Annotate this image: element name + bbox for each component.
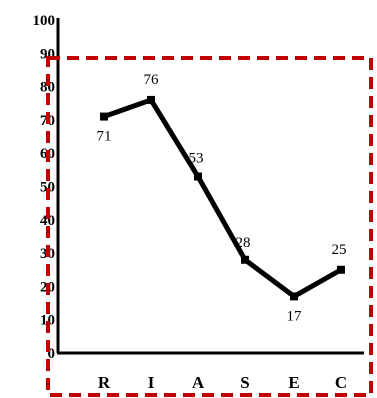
- data-labels: 71 76 53 28 17 25: [97, 72, 347, 324]
- y-tick-label: 100: [33, 13, 56, 29]
- data-label: 17: [287, 308, 303, 324]
- x-category-label: R: [98, 373, 111, 392]
- data-point: [290, 292, 298, 301]
- data-label: 53: [189, 151, 204, 167]
- data-point: [147, 95, 155, 104]
- x-category-label: I: [148, 373, 155, 392]
- x-category-label: S: [240, 373, 249, 392]
- data-points: [100, 95, 345, 301]
- series-line: [101, 97, 344, 299]
- y-tick-label: 40: [40, 213, 55, 229]
- series-line-group: [101, 97, 344, 299]
- y-tick-label: 80: [40, 80, 55, 96]
- data-point: [337, 265, 345, 274]
- data-label: 28: [236, 235, 251, 251]
- x-category-label: A: [192, 373, 205, 392]
- y-tick-label: 10: [40, 313, 55, 329]
- x-category-label: C: [335, 373, 347, 392]
- highlight-dashed-box: [46, 56, 373, 397]
- y-tick-label: 50: [40, 180, 55, 196]
- data-point: [100, 112, 108, 121]
- data-point: [194, 172, 202, 181]
- data-label: 76: [144, 72, 160, 88]
- x-category-label: E: [288, 373, 299, 392]
- data-label: 25: [332, 242, 347, 258]
- data-label: 71: [97, 129, 112, 145]
- y-tick-label: 0: [48, 346, 56, 362]
- data-point: [241, 255, 249, 264]
- axes: [56, 18, 364, 355]
